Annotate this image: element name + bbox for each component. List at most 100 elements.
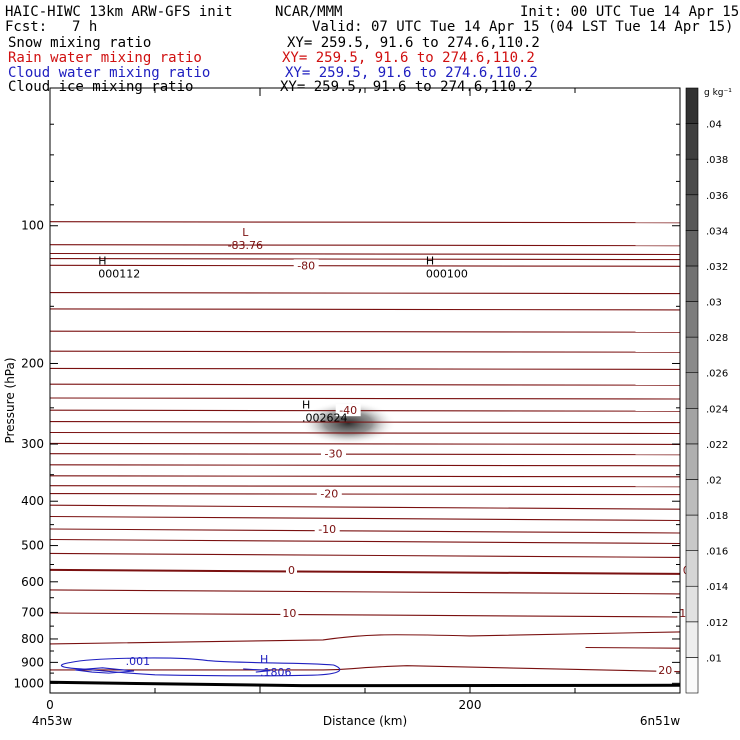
mixing-ratio-max-value: 000100 [426,268,468,281]
temperature-contour [49,264,681,267]
y-tick-label: 800 [21,632,44,646]
temperature-contour-label: 20 [658,664,672,677]
contour-label-bg [316,487,342,500]
y-tick-label: 400 [21,494,44,508]
contour-label-bg [293,259,319,272]
fcst-value: 7 h [72,19,98,35]
colorbar-label: .04 [706,120,722,131]
colorbar-swatch [685,621,699,658]
cloud-water-contour-label: .001 [126,655,151,668]
snow-max-shading [300,401,397,446]
temperature-contour-label: -80 [297,259,315,272]
colorbar-swatch [685,443,699,480]
temperature-contour [49,442,681,445]
temperature-contour [49,292,681,295]
temperature-contour [49,485,681,488]
temperature-contour-label: -20 [320,488,338,501]
temperature-min-marker: L [242,226,249,239]
temperature-contour [49,493,681,496]
field-name-snow: Snow mixing ratio [8,35,152,51]
field-xy-rain: XY= 259.5, 91.6 to 274.6,110.2 [282,50,535,66]
y-tick-label: 200 [21,356,44,370]
temperature-contour [49,528,681,534]
temperature-contour-label: 0 [288,564,295,577]
temperature-contour [49,431,681,435]
colorbar-swatch [685,407,699,445]
colorbar-label: .038 [706,155,728,166]
colorbar-label: .026 [706,369,728,380]
y-tick-label: 300 [21,437,44,451]
y-tick-label: 100 [21,219,44,233]
colorbar-swatch [685,336,699,374]
contour-label-bg [280,606,299,619]
temperature-contour [49,258,681,261]
colorbar-swatch [685,123,699,160]
y-tick-label: 600 [21,575,44,589]
colorbar-label: .012 [706,618,728,629]
mixing-ratio-max-marker: H [426,255,434,268]
colorbar-label: .018 [706,511,728,522]
colorbar-swatch [685,550,699,587]
colorbar-swatch [685,585,699,623]
mixing-ratio-max-value: .002624 [302,412,348,425]
field-xy-cloud-water: XY= 259.5, 91.6 to 274.6,110.2 [285,65,538,81]
temperature-contour [49,308,681,311]
model-title: HAIC-HIWC 13km ARW-GFS init [5,4,233,20]
colorbar-label: .02 [706,475,722,486]
contour-label-bg [335,404,361,417]
colorbar-label: .034 [706,226,728,237]
valid-time: Valid: 07 UTC Tue 14 Apr 15 (04 LST Tue … [312,19,734,35]
field-name-rain: Rain water mixing ratio [8,50,202,66]
colorbar-swatch [685,372,699,409]
contour-label-bg [321,447,346,460]
temperature-contour [49,252,681,256]
mixing-ratio-max-marker: H [98,255,106,268]
colorbar-swatch [685,158,699,196]
colorbar-swatch [685,194,699,231]
temperature-contour-label: -10 [318,523,336,536]
x-end-label-left: 4n53w [32,714,73,728]
temperature-contour [49,552,681,558]
cloud-water-contour [243,668,271,673]
field-xy-snow: XY= 259.5, 91.6 to 274.6,110.2 [287,35,540,51]
temperature-contour-label: -40 [339,404,357,417]
temperature-contour [49,612,681,618]
colorbar-swatch [685,479,699,516]
temperature-contour-label: -30 [325,448,343,461]
field-name-cloud-water: Cloud water mixing ratio [8,65,211,81]
cloud-water-contour [75,667,135,674]
temperature-contour [49,475,681,478]
fcst-label: Fcst: [5,19,48,35]
temperature-contour [49,631,681,645]
colorbar-swatch [685,514,699,551]
temperature-contour [49,367,681,370]
colorbar-swatch [685,657,699,694]
temperature-contour [49,409,681,412]
temperature-contour [49,453,681,456]
temperature-contour [49,330,681,333]
temperature-contour [49,244,681,247]
colorbar-label: .016 [706,547,728,558]
temperature-contour [49,221,681,224]
mixing-ratio-max-value: 000112 [98,268,140,281]
temperature-contour [49,397,681,400]
y-tick-label: 700 [21,605,44,619]
x-axis-label: Distance (km) [323,714,407,728]
colorbar-swatch [685,265,699,302]
mixing-ratio-max-value: .1806 [260,666,292,679]
y-tick-label: 500 [21,539,44,553]
colorbar-swatch [685,301,699,338]
colorbar-swatch [685,87,699,124]
temperature-contour [49,464,681,467]
x-end-label-right: 6n51w [640,714,681,728]
y-tick-label: 1000 [13,676,44,690]
temperature-contour [49,504,681,510]
colorbar-label: .01 [706,653,722,664]
temperature-contour [49,383,681,386]
colorbar-label: .03 [706,298,722,309]
temperature-min-value: -83.76 [228,239,263,252]
cloud-water-contour [60,657,341,677]
colorbar-label: .014 [706,582,728,593]
init-time: Init: 00 UTC Tue 14 Apr 15 [520,4,740,20]
